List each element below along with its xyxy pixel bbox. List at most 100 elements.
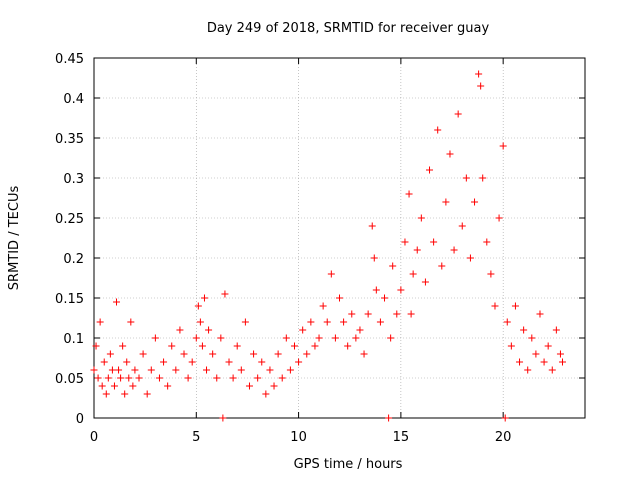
data-point xyxy=(278,374,286,382)
data-point xyxy=(503,318,511,326)
data-point xyxy=(417,214,425,222)
data-point xyxy=(290,342,298,350)
x-tick-label: 20 xyxy=(495,430,512,445)
y-tick-label: 0 xyxy=(76,412,84,427)
y-tick-label: 0.05 xyxy=(55,372,84,387)
data-point xyxy=(117,374,125,382)
data-point xyxy=(558,358,566,366)
data-point xyxy=(100,358,108,366)
data-point xyxy=(548,366,556,374)
data-point xyxy=(258,358,266,366)
plot-frame xyxy=(93,57,586,419)
data-point xyxy=(168,342,176,350)
data-point xyxy=(430,238,438,246)
data-point xyxy=(372,286,380,294)
grid-lines xyxy=(94,58,585,418)
data-point xyxy=(203,366,211,374)
data-point xyxy=(155,374,163,382)
data-point xyxy=(352,334,360,342)
data-point xyxy=(194,302,202,310)
data-point xyxy=(241,318,249,326)
data-point xyxy=(381,294,389,302)
data-point xyxy=(115,366,123,374)
data-point xyxy=(229,374,237,382)
data-point xyxy=(438,262,446,270)
data-point xyxy=(370,254,378,262)
data-point xyxy=(205,326,213,334)
data-point xyxy=(94,374,102,382)
data-point xyxy=(123,358,131,366)
data-point xyxy=(225,358,233,366)
data-point xyxy=(282,334,290,342)
data-point xyxy=(495,214,503,222)
y-tick-label: 0.1 xyxy=(63,332,84,347)
data-point xyxy=(217,334,225,342)
data-point xyxy=(299,326,307,334)
data-point xyxy=(450,246,458,254)
data-point xyxy=(139,350,147,358)
data-point xyxy=(151,334,159,342)
data-point xyxy=(348,310,356,318)
data-point xyxy=(176,326,184,334)
data-point xyxy=(196,318,204,326)
data-point xyxy=(477,82,485,90)
x-tick-label: 10 xyxy=(290,430,307,445)
data-point xyxy=(532,350,540,358)
data-point xyxy=(266,366,274,374)
y-tick-label: 0.25 xyxy=(55,212,84,227)
y-axis-label: SRMTID / TECUs xyxy=(7,186,22,291)
data-point xyxy=(96,318,104,326)
data-point xyxy=(270,382,278,390)
data-point xyxy=(274,350,282,358)
data-point xyxy=(360,350,368,358)
data-point xyxy=(454,110,462,118)
data-point xyxy=(262,390,270,398)
data-point xyxy=(98,382,106,390)
data-point xyxy=(221,290,229,298)
y-tick-label: 0.2 xyxy=(63,252,84,267)
data-point xyxy=(528,334,536,342)
data-point xyxy=(188,358,196,366)
y-tick-label: 0.3 xyxy=(63,172,84,187)
data-point xyxy=(110,382,118,390)
data-point xyxy=(198,342,206,350)
data-point xyxy=(125,374,133,382)
data-point xyxy=(250,350,258,358)
y-tick-label: 0.45 xyxy=(55,52,84,67)
axis-ticks: 0 0.05 0.1 0.15 0.2 0.25 0.3 0.35 0.4 0.45 0 5 10 15 2… xyxy=(55,52,585,445)
data-point xyxy=(192,334,200,342)
data-point xyxy=(127,318,135,326)
data-point xyxy=(471,198,479,206)
data-point xyxy=(368,222,376,230)
data-point xyxy=(405,190,413,198)
data-point xyxy=(442,198,450,206)
data-point xyxy=(336,294,343,302)
data-point xyxy=(487,270,495,278)
data-point xyxy=(516,358,524,366)
data-points xyxy=(90,70,566,422)
data-point xyxy=(311,342,319,350)
data-point xyxy=(180,350,188,358)
data-point xyxy=(315,334,323,342)
data-point xyxy=(501,414,509,422)
data-point xyxy=(237,366,245,374)
data-point xyxy=(409,270,417,278)
y-tick-label: 0.4 xyxy=(63,92,84,107)
data-point xyxy=(434,126,442,134)
data-point xyxy=(540,358,548,366)
data-point xyxy=(401,238,409,246)
data-point xyxy=(184,374,192,382)
data-point xyxy=(479,174,487,182)
data-point xyxy=(331,334,339,342)
data-point xyxy=(552,326,560,334)
data-point xyxy=(90,366,98,374)
data-point xyxy=(483,238,491,246)
data-point xyxy=(172,366,180,374)
data-point xyxy=(397,286,405,294)
x-tick-label: 15 xyxy=(393,430,410,445)
y-tick-label: 0.35 xyxy=(55,132,84,147)
data-point xyxy=(200,294,208,302)
data-point xyxy=(319,302,327,310)
data-point xyxy=(387,334,395,342)
data-point xyxy=(104,374,112,382)
